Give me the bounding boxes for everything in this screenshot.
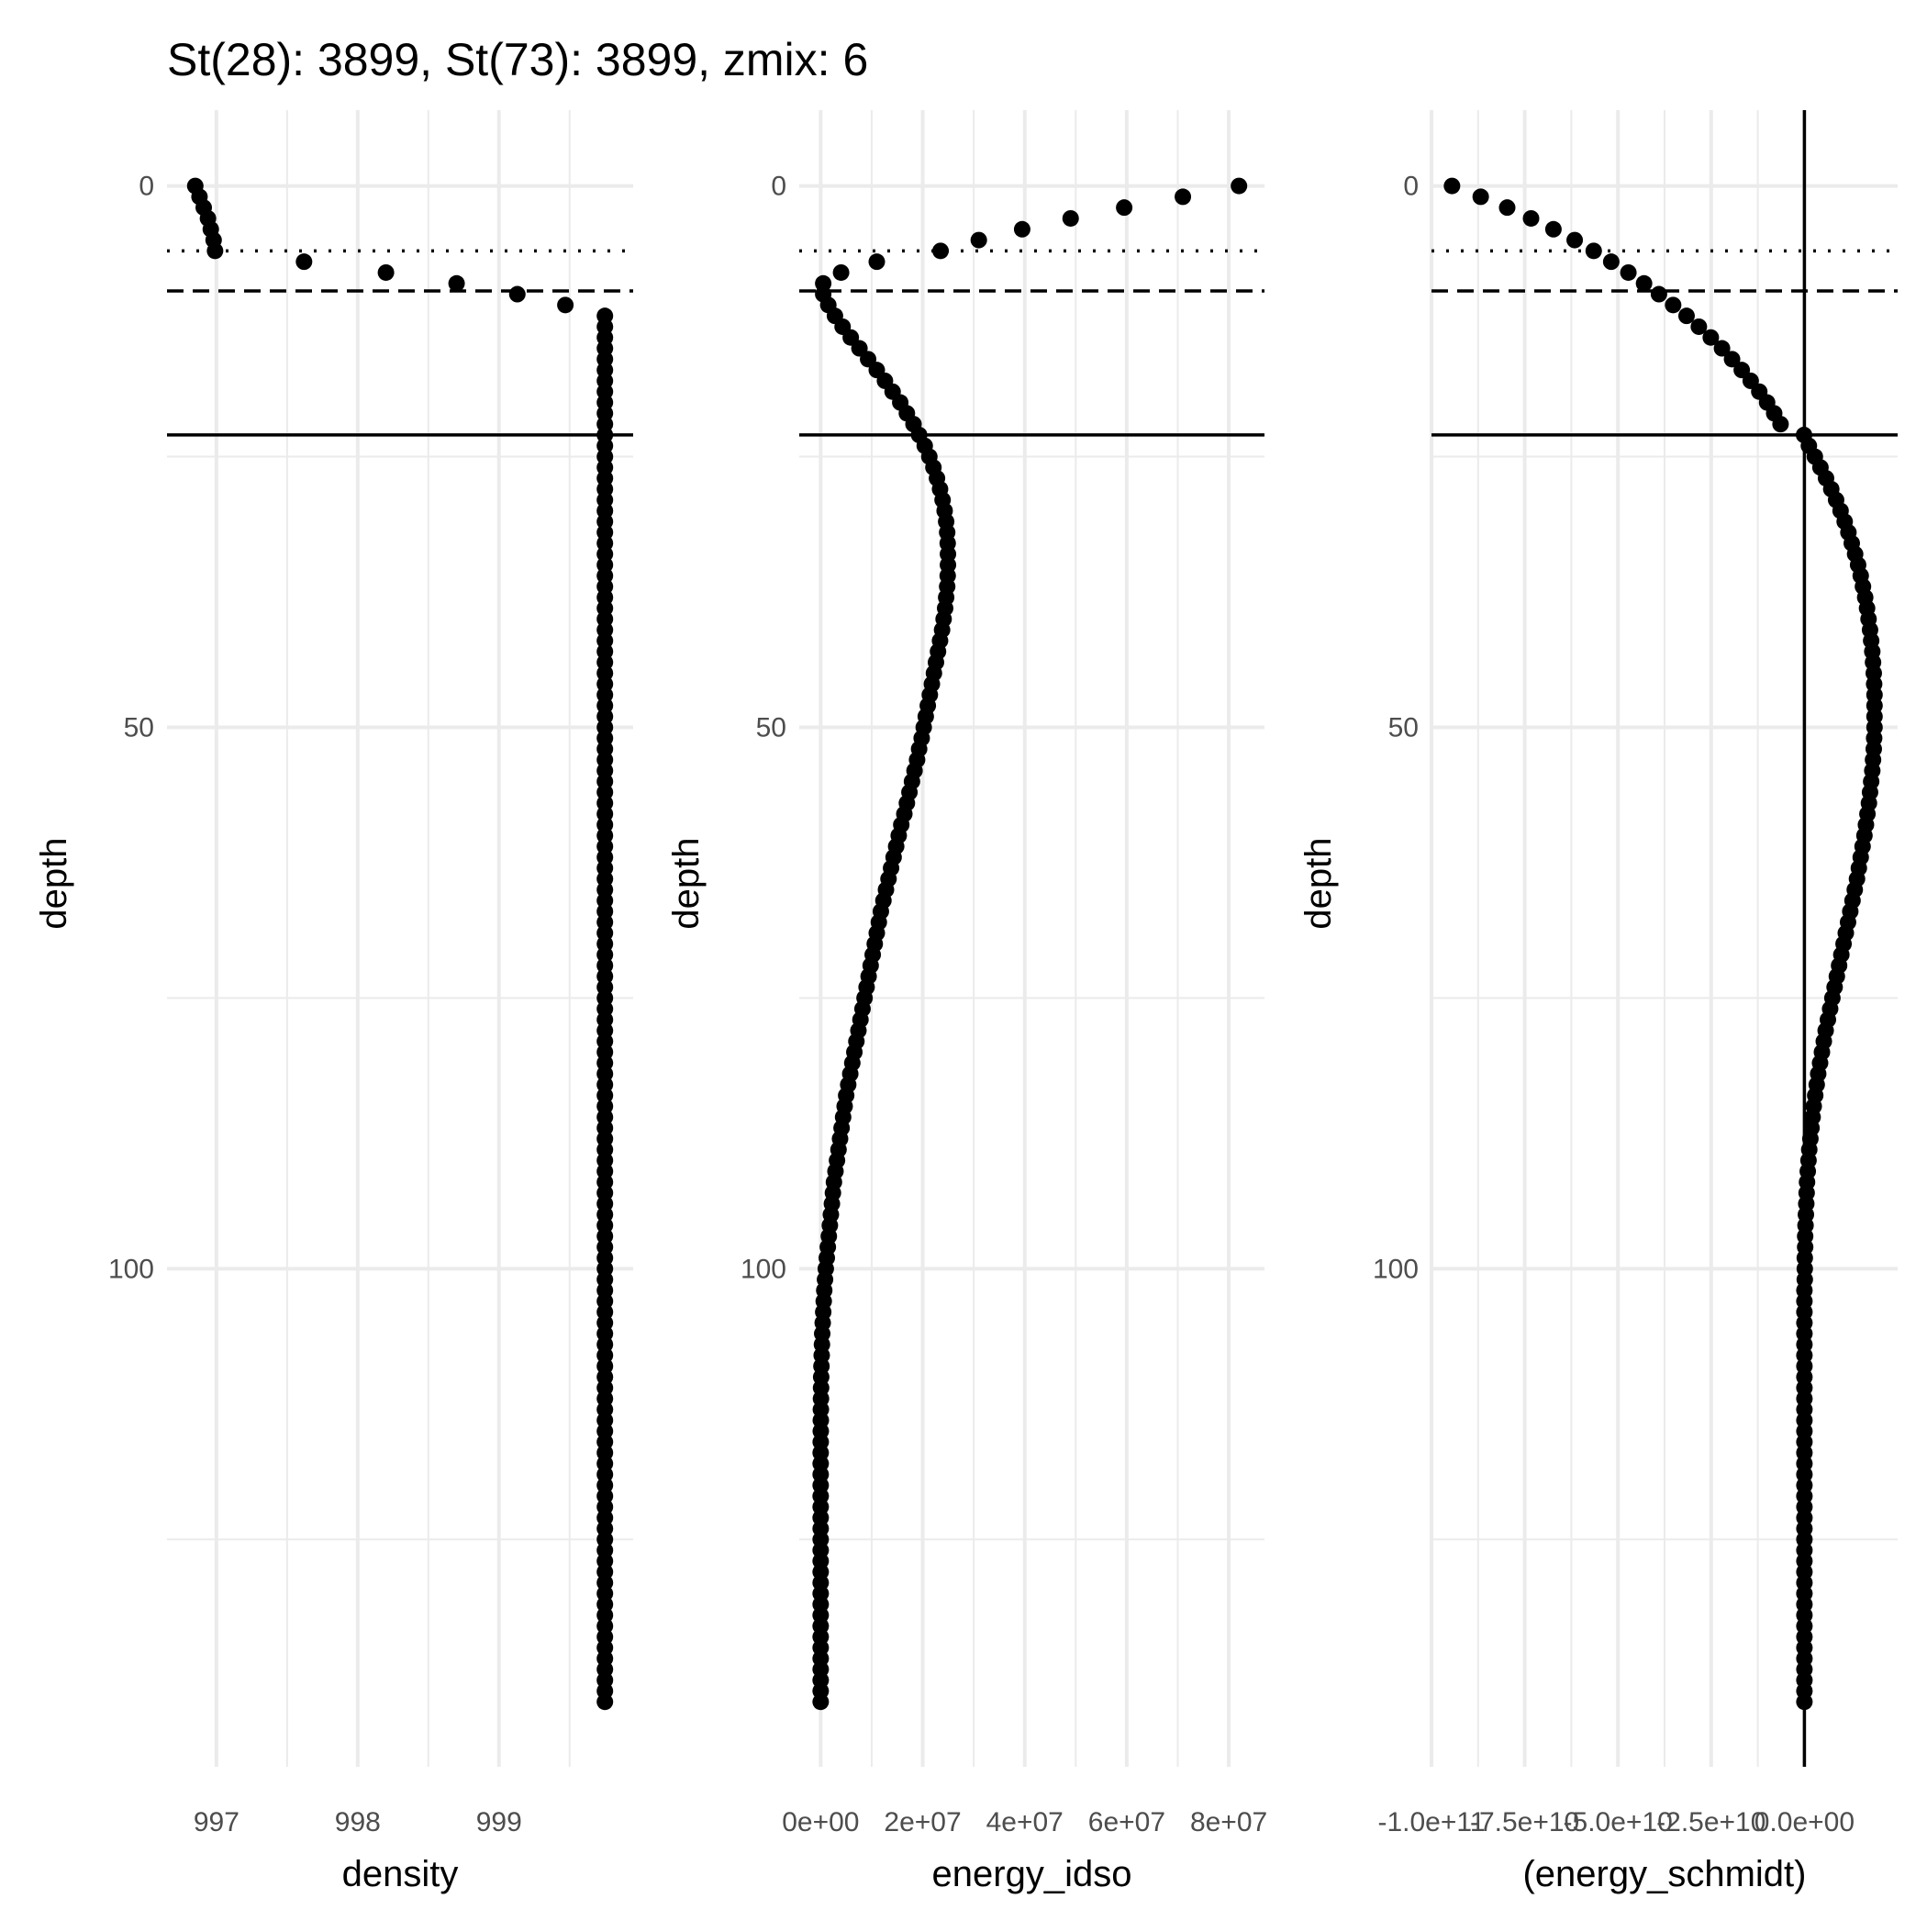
panel-1-data-point <box>557 296 574 314</box>
panel-2-data-point <box>1116 199 1133 217</box>
panel-3-data-point <box>1635 274 1653 292</box>
panel-3-data-point <box>1443 177 1461 195</box>
panel-1-y-tick-label: 100 <box>108 1254 154 1284</box>
panel-1-data-point <box>508 285 526 303</box>
panel-3-x-axis-title: (energy_schmidt) <box>1522 1854 1806 1894</box>
panel-2-data-point <box>970 231 987 249</box>
panel-2-y-tick-label: 0 <box>771 172 786 202</box>
panel-2-data-point <box>868 253 886 271</box>
panel-1-data-point <box>295 253 313 271</box>
panel-3-data-point <box>1498 199 1516 217</box>
panel-1-data-point <box>377 263 395 281</box>
panel-3-y-axis-title: depth <box>1298 837 1339 929</box>
panel-3-data-point <box>1585 242 1602 260</box>
panel-3-x-tick-label: 0.0e+00 <box>1754 1807 1855 1837</box>
panel-3-x-tick-label: -2.5e+10 <box>1656 1807 1765 1837</box>
panel-2-x-tick-label: 6e+07 <box>1088 1807 1165 1837</box>
chart-title: St(28): 3899, St(73): 3899, zmix: 6 <box>167 34 868 85</box>
panel-3-data-point <box>1566 231 1584 249</box>
panel-3-y-tick-label: 0 <box>1403 172 1419 202</box>
panel-1-data-point <box>448 274 465 292</box>
panel-2-data-point <box>832 263 850 281</box>
panel-2-x-tick-label: 8e+07 <box>1190 1807 1267 1837</box>
panel-1-data-point <box>206 242 224 260</box>
panel-2-data-point <box>1175 188 1192 206</box>
panel-2-y-axis-title: depth <box>666 837 707 929</box>
panel-3-x-tick-label: -7.5e+10 <box>1470 1807 1579 1837</box>
panel-2-data-point <box>1231 177 1248 195</box>
panel-2-y-tick-label: 50 <box>756 712 786 743</box>
panel-2-y-tick-label: 100 <box>741 1254 786 1284</box>
panel-2-x-tick-label: 2e+07 <box>884 1807 961 1837</box>
panel-3-data-point <box>1677 307 1695 325</box>
panel-2-x-tick-label: 4e+07 <box>986 1807 1064 1837</box>
panel-3-data-point <box>1620 263 1637 281</box>
panel-3-data-point <box>1772 416 1789 433</box>
panel-3-data-point <box>1544 220 1562 238</box>
panel-3-data-point <box>1723 351 1741 368</box>
panel-3-data-point <box>1650 285 1667 303</box>
panel-2-data-point <box>931 242 949 260</box>
panel-3-x-tick-label: -5.0e+10 <box>1564 1807 1673 1837</box>
panel-3-data-point <box>1472 188 1489 206</box>
panel-1-x-axis-title: density <box>342 1854 459 1894</box>
panel-3-y-tick-label: 100 <box>1373 1254 1419 1284</box>
panel-1-x-tick-label: 999 <box>476 1807 522 1837</box>
panel-2-data-point <box>812 1693 830 1711</box>
panel-3-data-point <box>1796 1693 1813 1711</box>
panel-3-data-point <box>1713 340 1731 357</box>
panel-3-data-point <box>1665 296 1682 314</box>
panel-1-data-point <box>596 1693 614 1711</box>
panel-3-x-tick-label: -1.0e+11 <box>1377 1807 1485 1837</box>
panel-1-y-axis-title: depth <box>34 837 74 929</box>
panel-3-data-point <box>1522 209 1540 227</box>
panel-1-y-tick-label: 50 <box>124 712 154 743</box>
panel-3-y-tick-label: 50 <box>1388 712 1419 743</box>
panel-2-x-axis-title: energy_idso <box>932 1854 1132 1894</box>
panel-1-y-tick-label: 0 <box>139 172 154 202</box>
panel-2-data-point <box>1062 209 1079 227</box>
panel-2-x-tick-label: 0e+00 <box>782 1807 859 1837</box>
panel-2-data-point <box>1013 220 1030 238</box>
panel-1-x-tick-label: 998 <box>335 1807 381 1837</box>
panel-3-data-point <box>1690 318 1708 335</box>
panel-3-data-point <box>1602 253 1620 271</box>
panel-3-data-point <box>1702 329 1720 346</box>
panel-1-x-tick-label: 997 <box>194 1807 239 1837</box>
